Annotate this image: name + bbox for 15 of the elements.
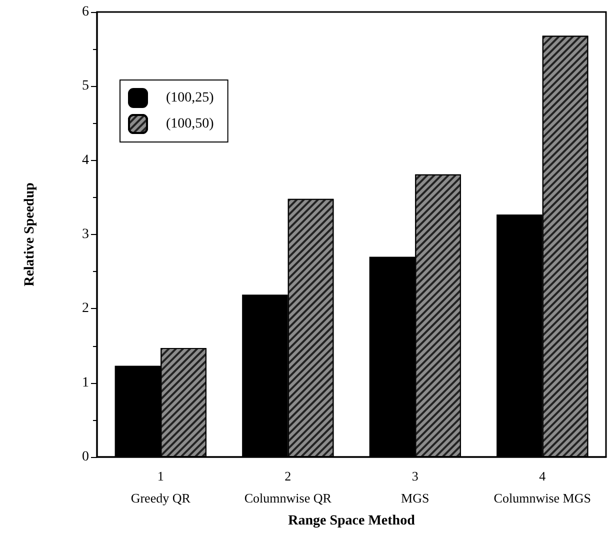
- x-tick-label: 3 MGS: [401, 468, 430, 506]
- legend-label: (100,50): [166, 116, 214, 132]
- x-tick-label: 2 Columnwise QR: [244, 468, 332, 506]
- x-tick-label: 1 Greedy QR: [130, 468, 191, 506]
- x-tick-label: 4 Columnwise MGS: [494, 468, 591, 506]
- y-axis-title: Relative Speedup: [22, 182, 38, 286]
- y-tick-label: 3: [82, 227, 89, 242]
- y-tick-label: 5: [82, 78, 89, 94]
- y-tick-label: 4: [82, 152, 89, 168]
- x-axis-title: Range Space Method: [288, 513, 416, 528]
- y-tick-label: 0: [82, 450, 89, 464]
- legend-label: (100,25): [166, 90, 214, 106]
- y-tick-label: 1: [82, 375, 89, 390]
- y-tick-label: 2: [82, 301, 89, 316]
- y-tick-label: 6: [82, 4, 89, 20]
